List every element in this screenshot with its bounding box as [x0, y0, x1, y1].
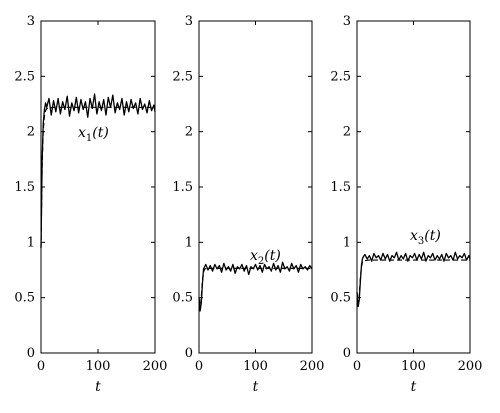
series-line-solid	[40, 93, 156, 248]
annotation-suffix: (t)	[424, 228, 441, 244]
y-tick-label: 0.5	[330, 291, 351, 306]
annotation-subscript: 2	[258, 256, 264, 267]
annotation-suffix: (t)	[92, 125, 109, 141]
x-axis-label: t	[411, 379, 417, 395]
series-annotation: x3(t)	[410, 228, 441, 247]
y-tick-label: 2	[27, 125, 35, 140]
annotation-subscript: 1	[86, 133, 92, 144]
annotation-suffix: (t)	[264, 248, 281, 264]
x-tick-label: 0	[353, 359, 361, 374]
y-tick-label: 0	[27, 346, 35, 361]
annotation-subscript: 3	[418, 236, 424, 247]
y-tick-label: 3	[343, 14, 351, 29]
plot-frame	[356, 20, 471, 354]
series-line-solid	[198, 261, 313, 312]
y-tick-label: 2	[343, 125, 351, 140]
x-axis-label: t	[95, 379, 101, 395]
y-tick-label: 3	[185, 14, 193, 29]
series-annotation: x2(t)	[250, 248, 281, 267]
annotation-base: x	[250, 248, 258, 264]
annotation-base: x	[78, 125, 86, 141]
y-tick-label: 1.5	[172, 180, 193, 195]
y-tick-label: 1	[27, 235, 35, 250]
y-tick-label: 0	[343, 346, 351, 361]
y-tick-label: 3	[27, 14, 35, 29]
y-tick-label: 1.5	[14, 180, 35, 195]
y-tick-label: 0.5	[14, 291, 35, 306]
series-line-solid	[356, 251, 471, 308]
series-annotation: x1(t)	[78, 125, 109, 144]
y-tick-label: 2.5	[172, 69, 193, 84]
x-tick-label: 0	[195, 359, 203, 374]
x-tick-label: 100	[401, 359, 426, 374]
series-line-dashed	[198, 267, 312, 310]
x-axis-label: t	[253, 379, 259, 395]
y-tick-label: 1.5	[330, 180, 351, 195]
y-tick-label: 0	[185, 346, 193, 361]
x-tick-label: 200	[300, 359, 325, 374]
annotation-base: x	[410, 228, 418, 244]
x-tick-label: 100	[243, 359, 268, 374]
y-tick-label: 1	[185, 235, 193, 250]
plot-frame	[40, 20, 156, 354]
y-tick-label: 2.5	[330, 69, 351, 84]
x-tick-label: 0	[37, 359, 45, 374]
series-line-dashed	[356, 259, 470, 304]
y-tick-label: 0.5	[172, 291, 193, 306]
series-line-dashed	[40, 106, 155, 248]
y-tick-label: 2	[185, 125, 193, 140]
y-tick-label: 2.5	[14, 69, 35, 84]
x-tick-label: 200	[143, 359, 168, 374]
plot-frame	[198, 20, 313, 354]
x-tick-label: 100	[86, 359, 111, 374]
y-tick-label: 1	[343, 235, 351, 250]
x-tick-label: 200	[458, 359, 483, 374]
